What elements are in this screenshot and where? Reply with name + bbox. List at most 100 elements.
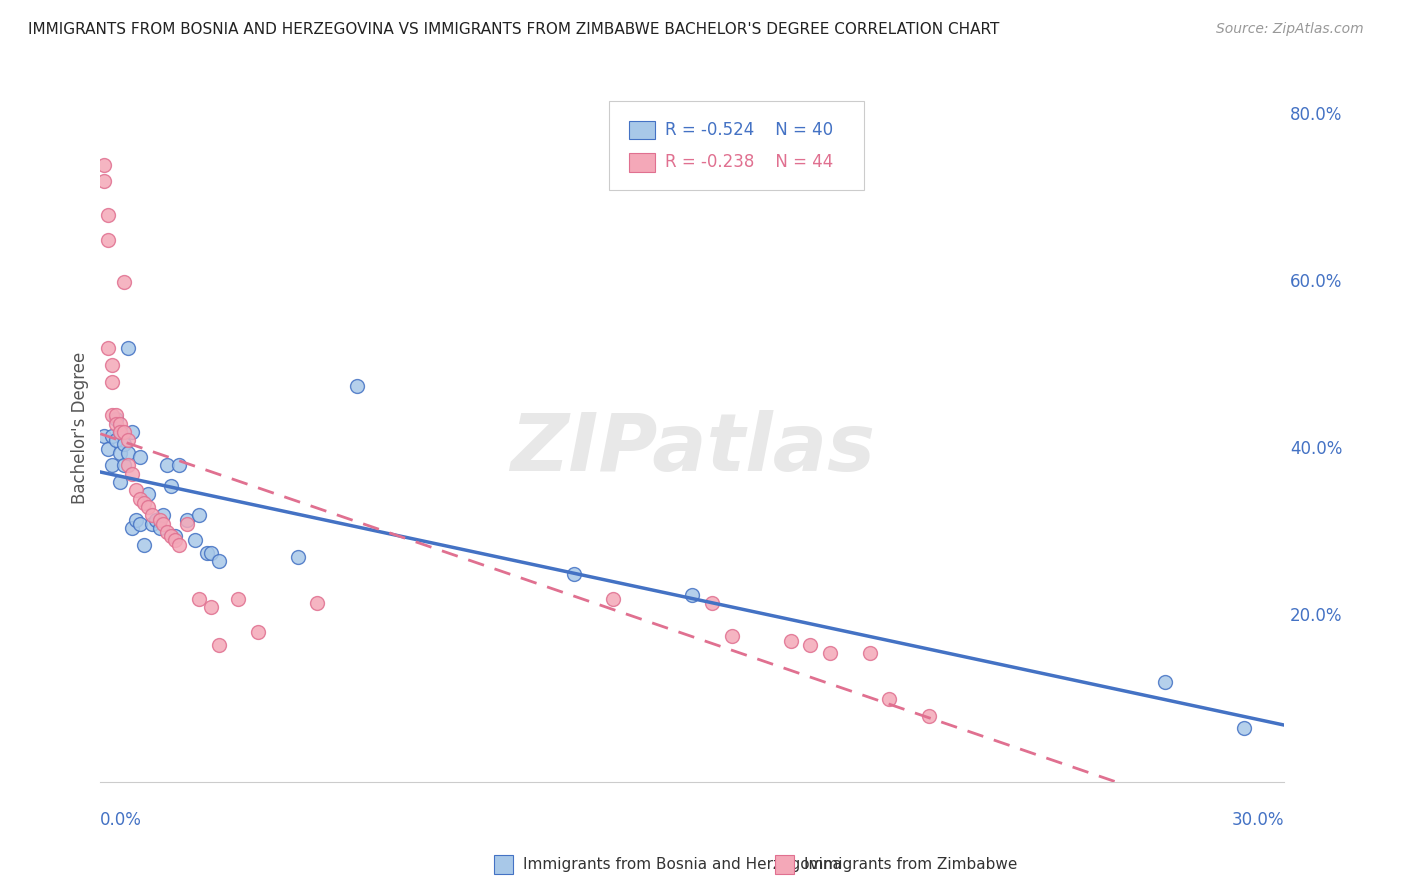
Point: [97, 233, 120, 247]
Point: [346, 379, 368, 393]
Point: [121, 467, 143, 481]
Point: [105, 408, 128, 422]
Point: [105, 412, 128, 426]
Point: [152, 516, 174, 531]
Point: [101, 358, 124, 372]
Point: [97, 208, 120, 222]
Point: [148, 512, 170, 526]
Point: [799, 638, 821, 652]
Point: [141, 516, 163, 531]
Point: [195, 546, 218, 560]
Point: [108, 425, 131, 439]
Point: [117, 434, 139, 448]
Text: 60.0%: 60.0%: [1289, 273, 1343, 291]
Point: [176, 512, 198, 526]
Point: [108, 425, 131, 439]
Text: IMMIGRANTS FROM BOSNIA AND HERZEGOVINA VS IMMIGRANTS FROM ZIMBABWE BACHELOR'S DE: IMMIGRANTS FROM BOSNIA AND HERZEGOVINA V…: [28, 22, 1000, 37]
Point: [141, 508, 163, 523]
Point: [720, 629, 742, 643]
Bar: [630, 120, 655, 139]
Point: [287, 550, 309, 565]
Point: [156, 524, 179, 539]
Point: [132, 538, 155, 552]
Point: [112, 275, 135, 289]
Point: [105, 417, 128, 431]
Point: [136, 487, 159, 501]
Point: [108, 417, 131, 431]
Point: [128, 491, 150, 506]
Point: [125, 512, 148, 526]
Point: [125, 483, 148, 498]
Point: [93, 429, 115, 443]
Point: [160, 529, 183, 543]
Point: [176, 516, 198, 531]
Point: [97, 342, 120, 356]
Point: [700, 596, 723, 610]
Point: [1233, 721, 1256, 735]
Point: [165, 529, 187, 543]
Point: [105, 434, 128, 448]
Point: [918, 708, 941, 723]
Point: [200, 546, 222, 560]
Point: [101, 458, 124, 473]
Point: [152, 508, 174, 523]
Text: R = -0.238    N = 44: R = -0.238 N = 44: [665, 153, 834, 171]
Point: [208, 554, 231, 568]
Point: [112, 425, 135, 439]
Point: [167, 458, 190, 473]
Point: [101, 375, 124, 389]
Point: [200, 600, 222, 615]
Point: [779, 633, 801, 648]
Point: [121, 425, 143, 439]
Point: [145, 512, 167, 526]
Text: 30.0%: 30.0%: [1232, 811, 1284, 829]
Point: [117, 342, 139, 356]
Point: [93, 158, 115, 172]
Point: [167, 538, 190, 552]
Point: [93, 174, 115, 188]
Point: [160, 479, 183, 493]
Point: [108, 475, 131, 489]
Point: [108, 446, 131, 460]
FancyBboxPatch shape: [609, 102, 863, 190]
Point: [208, 638, 231, 652]
Point: [562, 566, 585, 581]
Point: [307, 596, 329, 610]
Point: [112, 458, 135, 473]
Text: Immigrants from Zimbabwe: Immigrants from Zimbabwe: [804, 857, 1018, 871]
Bar: [630, 153, 655, 171]
Point: [101, 408, 124, 422]
Text: 80.0%: 80.0%: [1289, 106, 1343, 124]
Point: [117, 446, 139, 460]
Point: [247, 625, 270, 640]
Text: 40.0%: 40.0%: [1289, 440, 1343, 458]
Point: [188, 508, 211, 523]
Point: [132, 496, 155, 510]
Text: ZIPatlas: ZIPatlas: [509, 410, 875, 488]
Point: [1154, 675, 1177, 690]
Point: [112, 437, 135, 451]
Point: [165, 533, 187, 548]
Point: [121, 521, 143, 535]
Point: [128, 450, 150, 464]
Point: [681, 588, 703, 602]
Point: [859, 646, 882, 660]
Point: [879, 692, 901, 706]
Point: [228, 591, 250, 606]
Text: 0.0%: 0.0%: [100, 811, 142, 829]
Point: [602, 591, 624, 606]
Point: [188, 591, 211, 606]
Y-axis label: Bachelor's Degree: Bachelor's Degree: [72, 351, 89, 504]
Point: [818, 646, 841, 660]
Point: [136, 500, 159, 514]
Text: Source: ZipAtlas.com: Source: ZipAtlas.com: [1216, 22, 1364, 37]
Point: [128, 516, 150, 531]
Point: [156, 458, 179, 473]
Text: Immigrants from Bosnia and Herzegovina: Immigrants from Bosnia and Herzegovina: [523, 857, 842, 871]
Point: [148, 521, 170, 535]
Point: [184, 533, 207, 548]
Point: [101, 429, 124, 443]
Point: [117, 458, 139, 473]
Text: 20.0%: 20.0%: [1289, 607, 1343, 624]
Point: [97, 442, 120, 456]
